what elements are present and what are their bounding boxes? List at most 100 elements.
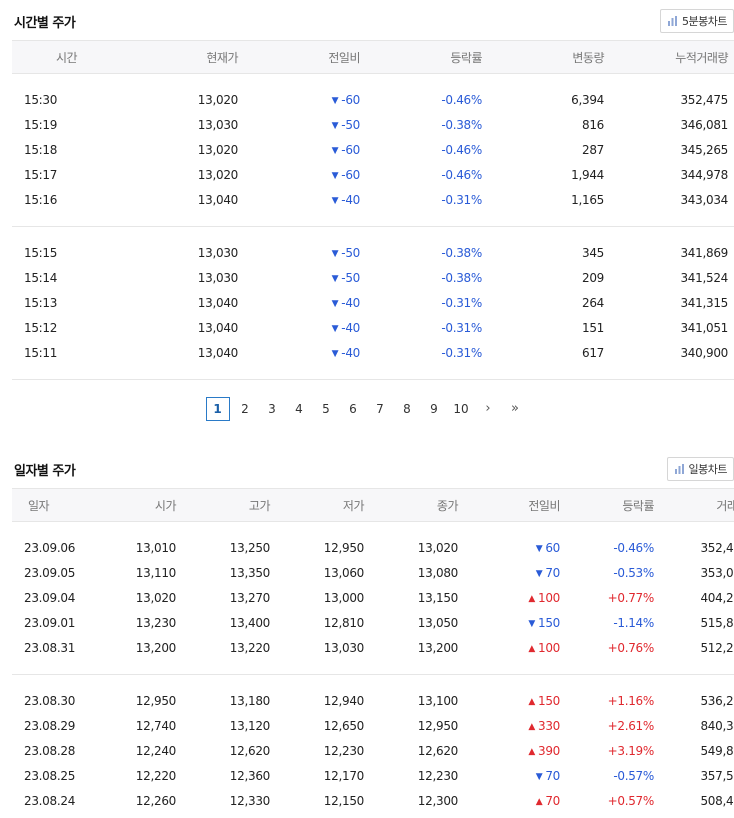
last-page-icon[interactable]: » <box>511 401 519 416</box>
page-7-button[interactable]: 7 <box>376 402 384 416</box>
page-2-button[interactable]: 2 <box>241 402 249 416</box>
row-spacer <box>12 660 734 675</box>
time-cell: 15:16 <box>24 193 58 208</box>
time-cell: 15:15 <box>24 245 58 260</box>
date-cell: 23.09.05 <box>24 565 76 580</box>
close-cell: 12,300 <box>417 794 459 809</box>
change-value: -50 <box>341 270 360 285</box>
volume-cell: 6,394 <box>571 92 604 107</box>
down-arrow-icon: ▼ <box>331 95 339 106</box>
table-row: 23.08.24 12,260 12,330 12,150 12,300 ▲ 70 +0.57… <box>12 789 734 814</box>
date-cell: 23.08.24 <box>24 794 76 809</box>
close-cell: 12,620 <box>417 743 459 758</box>
cum-volume-cell: 346,081 <box>680 117 728 132</box>
open-cell: 12,240 <box>135 743 177 758</box>
up-arrow-icon: ▲ <box>528 644 535 655</box>
time-price-title: 시간별 주가 <box>14 16 76 31</box>
volume-cell: 287 <box>581 142 604 157</box>
cum-volume-cell: 341,524 <box>680 270 728 285</box>
time-cell: 15:19 <box>24 117 58 132</box>
rate-cell: -1.14% <box>613 616 654 631</box>
open-cell: 12,220 <box>135 769 177 784</box>
change-value: 70 <box>545 794 560 809</box>
page-8-button[interactable]: 8 <box>403 402 411 416</box>
table-row: 15:30 13,020 ▼ -60 -0.46% 6,394 352,475 <box>12 87 734 112</box>
rate-cell: -0.46% <box>441 168 482 183</box>
next-page-icon[interactable]: › <box>485 401 491 416</box>
col-close: 종가 <box>370 488 464 522</box>
change-cell: ▼ -60 <box>244 87 366 112</box>
table-row: 15:17 13,020 ▼ -60 -0.46% 1,944 344,978 <box>12 163 734 188</box>
time-cell: 15:11 <box>24 346 58 361</box>
change-cell: ▼ 60 <box>464 535 566 560</box>
table-row: 23.08.29 12,740 13,120 12,650 12,950 ▲ 330 +2.6… <box>12 713 734 738</box>
col-daily-change: 전일비 <box>464 488 566 522</box>
time-price-header: 시간별 주가 5분봉차트 <box>0 0 734 40</box>
volume-cell: 617 <box>581 346 604 361</box>
open-cell: 12,950 <box>135 693 177 708</box>
page-6-button[interactable]: 6 <box>349 402 357 416</box>
time-cell: 15:13 <box>24 295 58 310</box>
volume-cell: 508,475 <box>700 794 734 809</box>
date-cell: 23.08.28 <box>24 743 76 758</box>
volume-cell: 515,815 <box>700 616 734 631</box>
page-4-button[interactable]: 4 <box>295 402 303 416</box>
volume-cell: 536,261 <box>700 693 734 708</box>
volume-cell: 151 <box>581 321 604 336</box>
rate-cell: -0.46% <box>613 540 654 555</box>
table-row: 23.08.25 12,220 12,360 12,170 12,230 ▼ 70 -0.57… <box>12 764 734 789</box>
time-cell: 15:14 <box>24 270 58 285</box>
price-cell: 13,020 <box>197 168 239 183</box>
price-cell: 13,040 <box>197 193 239 208</box>
low-cell: 12,150 <box>323 794 365 809</box>
change-cell: ▲ 100 <box>464 585 566 610</box>
down-arrow-icon: ▼ <box>535 568 543 579</box>
pagination: 1 2 3 4 5 6 7 8 9 10 › » <box>0 397 734 421</box>
spacer-cell <box>12 74 734 88</box>
table-row: 15:13 13,040 ▼ -40 -0.31% 264 341,315 <box>12 290 734 315</box>
rate-cell: +2.61% <box>607 718 655 733</box>
daily-chart-button[interactable]: 일봉차트 <box>666 457 734 481</box>
change-value: -60 <box>341 168 360 183</box>
change-cell: ▼ -40 <box>244 316 366 341</box>
volume-cell: 816 <box>581 117 604 132</box>
price-cell: 13,020 <box>197 92 239 107</box>
open-cell: 12,740 <box>135 718 177 733</box>
high-cell: 13,350 <box>229 565 271 580</box>
bar-chart-icon <box>674 464 684 474</box>
close-cell: 13,020 <box>417 540 459 555</box>
low-cell: 12,940 <box>323 693 365 708</box>
row-spacer <box>12 226 734 240</box>
col-open: 시가 <box>88 488 182 522</box>
col-price: 현재가 <box>122 40 244 74</box>
rate-cell: -0.31% <box>441 321 482 336</box>
page-10-button[interactable]: 10 <box>453 402 469 416</box>
time-cell: 15:30 <box>24 92 58 107</box>
change-value: -50 <box>341 117 360 132</box>
5min-chart-button[interactable]: 5분봉차트 <box>660 9 734 33</box>
up-arrow-icon: ▲ <box>528 696 535 707</box>
page-9-button[interactable]: 9 <box>430 402 438 416</box>
table-row: 15:19 13,030 ▼ -50 -0.38% 816 346,081 <box>12 112 734 137</box>
open-cell: 13,230 <box>135 616 177 631</box>
spacer-cell <box>12 674 734 688</box>
change-cell: ▼ -40 <box>244 290 366 315</box>
page-5-button[interactable]: 5 <box>322 402 330 416</box>
page-1-button[interactable]: 1 <box>205 397 230 421</box>
change-value: 100 <box>537 641 560 656</box>
table-row: 23.08.31 13,200 13,220 13,030 13,200 ▲ 100 +0.7… <box>12 636 734 661</box>
low-cell: 13,030 <box>323 641 365 656</box>
change-cell: ▲ 150 <box>464 688 566 713</box>
volume-cell: 1,165 <box>571 193 604 208</box>
change-cell: ▼ 70 <box>464 764 566 789</box>
table-row: 23.08.30 12,950 13,180 12,940 13,100 ▲ 150 +1.1… <box>12 688 734 713</box>
open-cell: 13,200 <box>135 641 177 656</box>
change-value: -60 <box>341 142 360 157</box>
cum-volume-cell: 345,265 <box>680 142 728 157</box>
rate-cell: -0.53% <box>613 565 654 580</box>
change-value: -60 <box>341 92 360 107</box>
page-3-button[interactable]: 3 <box>268 402 276 416</box>
date-cell: 23.08.29 <box>24 718 76 733</box>
change-cell: ▲ 70 <box>464 789 566 814</box>
rate-cell: -0.31% <box>441 193 482 208</box>
